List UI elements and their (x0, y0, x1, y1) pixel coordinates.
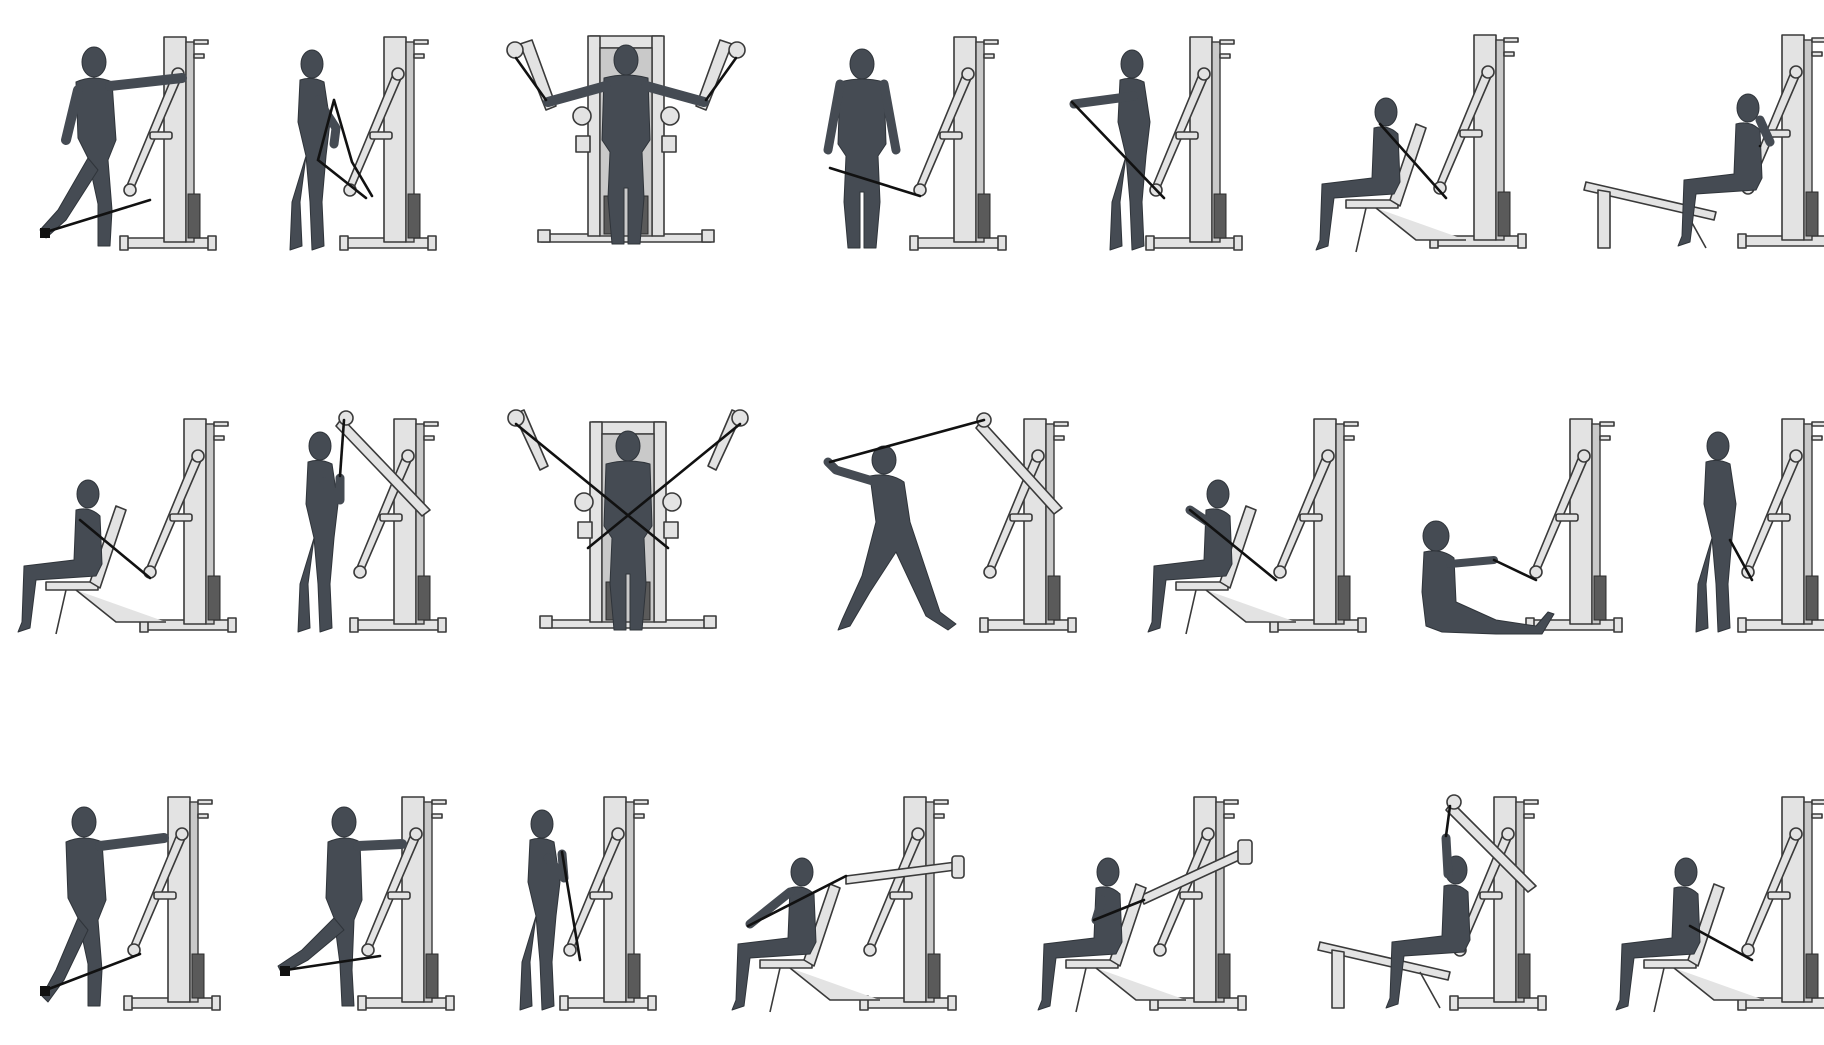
exercise-r3c2 (277, 796, 455, 1011)
exercise-r2c6 (1421, 418, 1623, 635)
exercise-r2c5 (1147, 418, 1367, 635)
exercise-r1c1 (39, 36, 217, 251)
exercise-r1c3 (506, 35, 746, 245)
exercise-r2c4 (823, 412, 1077, 633)
exercise-r1c6 (1315, 34, 1527, 253)
exercise-r2c7 (1695, 418, 1824, 633)
exercise-r2c1 (17, 418, 237, 635)
exercise-r3c7 (1615, 796, 1824, 1013)
exercise-r1c5 (1069, 36, 1243, 251)
exercise-r3c3 (519, 796, 657, 1011)
exercise-r3c5 (1037, 796, 1253, 1013)
exercise-r2c2 (297, 410, 447, 633)
exercise-r1c7 (1583, 34, 1824, 249)
exercise-r2c3 (507, 409, 749, 631)
exercise-r1c2 (289, 36, 437, 251)
exercise-r3c1 (40, 796, 221, 1011)
exercise-r3c4 (731, 796, 965, 1013)
exercise-r3c6 (1317, 794, 1547, 1011)
exercise-r1c4 (823, 36, 1007, 251)
